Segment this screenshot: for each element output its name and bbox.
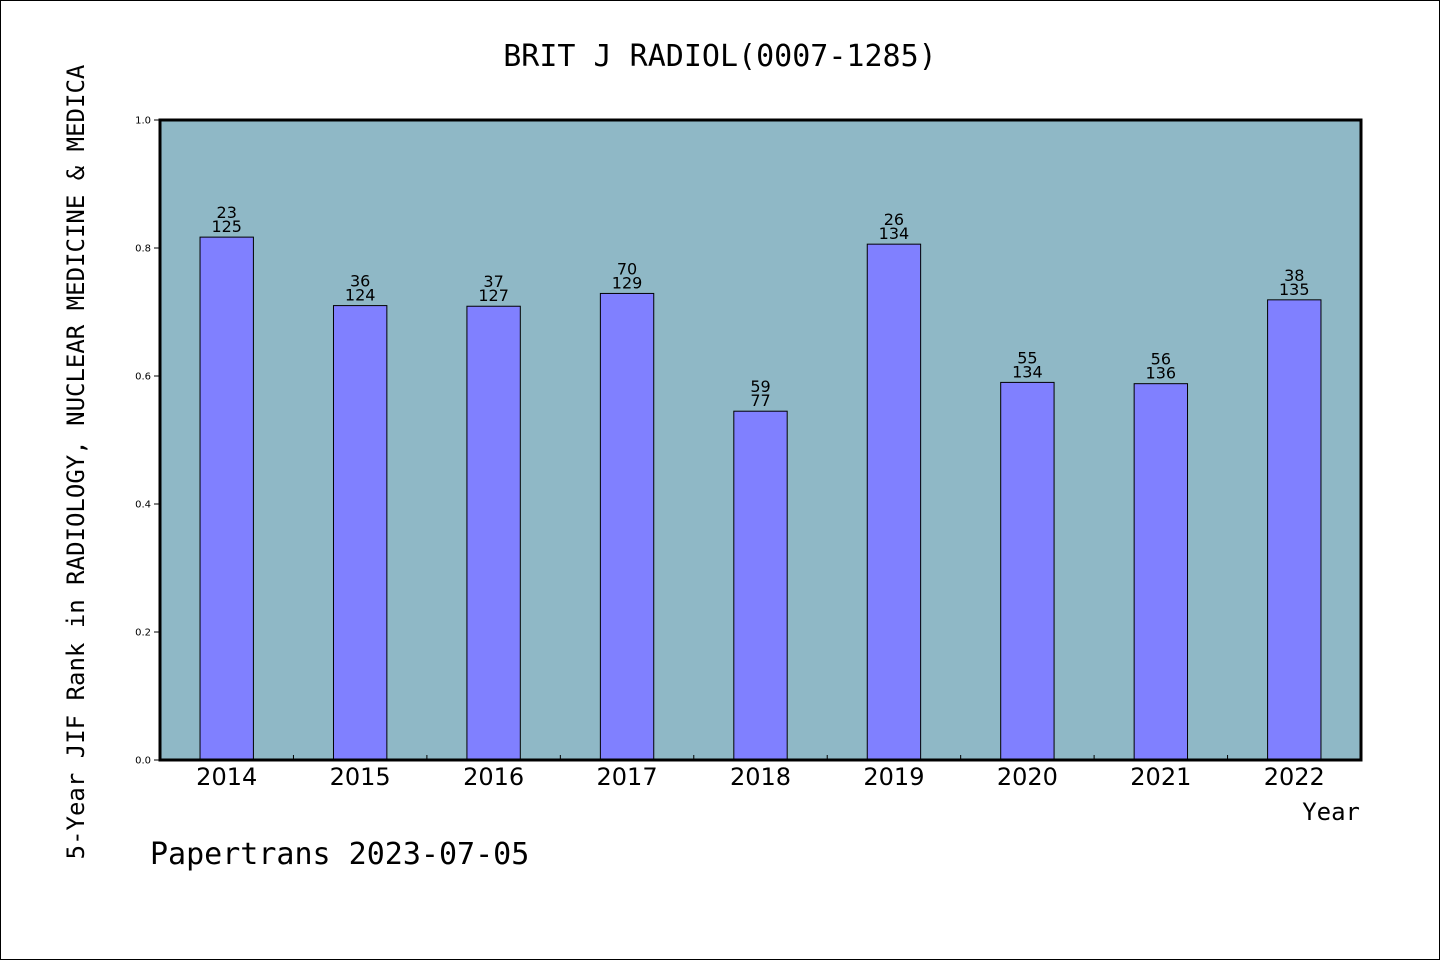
bar-2015 [332, 305, 388, 761]
total-label-2019: 134 [879, 224, 910, 243]
y-tick-label: 0.6 [135, 372, 151, 383]
y-tick-label: 1.0 [135, 116, 151, 127]
bar-2022 [1267, 299, 1322, 761]
rank-label-2017: 70 [617, 259, 637, 278]
x-axis-label: Year [1302, 798, 1360, 826]
x-tick-label-2019: 2019 [863, 763, 924, 791]
x-tick-label-2022: 2022 [1264, 763, 1325, 791]
plot-border [158, 118, 1363, 762]
total-label-2016: 127 [478, 286, 509, 305]
total-label-2018: 77 [750, 391, 770, 410]
bar-2014 [199, 236, 254, 761]
total-label-2020: 134 [1012, 362, 1043, 381]
bar-2020 [1000, 381, 1055, 761]
total-label-2014: 125 [211, 217, 242, 236]
rank-label-2014: 23 [217, 203, 237, 222]
bar-2018 [733, 410, 788, 761]
rank-label-2022: 38 [1284, 266, 1304, 285]
rank-label-2015: 36 [350, 272, 370, 291]
bar-2019 [866, 243, 922, 761]
bar-2021 [1133, 383, 1189, 761]
bar-2016 [466, 305, 521, 761]
rank-label-2021: 56 [1151, 350, 1171, 369]
chart-title: BRIT J RADIOL(0007-1285) [503, 39, 936, 74]
y-axis-label: 5-Year JIF Rank in RADIOLOGY, NUCLEAR ME… [62, 64, 90, 859]
total-label-2015: 124 [345, 286, 376, 305]
y-tick-label: 0.8 [135, 244, 151, 255]
rank-label-2016: 37 [483, 272, 503, 291]
total-label-2017: 129 [612, 273, 643, 292]
rank-label-2019: 26 [884, 210, 904, 229]
total-label-2021: 136 [1146, 364, 1177, 383]
x-tick-label-2018: 2018 [730, 763, 791, 791]
x-tick-label-2016: 2016 [463, 763, 524, 791]
total-label-2022: 135 [1279, 280, 1310, 299]
y-tick-label: 0.4 [135, 500, 151, 511]
footer-watermark: Papertrans 2023-07-05 [150, 837, 529, 872]
x-tick-label-2021: 2021 [1130, 763, 1191, 791]
x-tick-label-2015: 2015 [330, 763, 391, 791]
y-tick-label: 0.2 [135, 628, 151, 639]
x-tick-label-2014: 2014 [196, 763, 257, 791]
x-tick-label-2017: 2017 [597, 763, 658, 791]
x-tick-label-2020: 2020 [997, 763, 1058, 791]
bar-2017 [599, 292, 655, 761]
rank-label-2020: 55 [1017, 348, 1037, 367]
rank-label-2018: 59 [750, 377, 770, 396]
y-tick-label: 0.0 [135, 756, 151, 767]
